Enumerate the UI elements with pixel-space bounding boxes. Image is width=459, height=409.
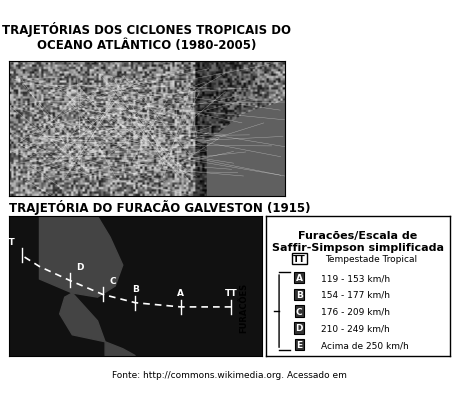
Text: 176 - 209 km/h: 176 - 209 km/h bbox=[321, 307, 390, 316]
Text: TT: TT bbox=[225, 288, 238, 297]
Text: E: E bbox=[296, 340, 302, 349]
Text: 210 - 249 km/h: 210 - 249 km/h bbox=[321, 324, 390, 333]
Text: B: B bbox=[296, 290, 302, 299]
Text: A: A bbox=[177, 288, 185, 297]
Text: TRAJETÓRIA DO FURACÃO GALVESTON (1915): TRAJETÓRIA DO FURACÃO GALVESTON (1915) bbox=[9, 199, 311, 214]
Text: Furacões/Escala de
Saffir-Simpson simplificada: Furacões/Escala de Saffir-Simpson simpli… bbox=[272, 231, 444, 252]
Text: C: C bbox=[109, 276, 116, 285]
Text: TRAJETÓRIAS DOS CICLONES TROPICAIS DO
OCEANO ATLÂNTICO (1980-2005): TRAJETÓRIAS DOS CICLONES TROPICAIS DO OC… bbox=[2, 22, 291, 52]
Polygon shape bbox=[207, 102, 285, 196]
Polygon shape bbox=[60, 293, 105, 342]
Text: Acima de 250 km/h: Acima de 250 km/h bbox=[321, 340, 409, 349]
Text: TT: TT bbox=[293, 254, 306, 263]
Text: D: D bbox=[296, 324, 303, 333]
Text: Fonte: http://commons.wikimedia.org. Acessado em: Fonte: http://commons.wikimedia.org. Ace… bbox=[112, 370, 347, 379]
Text: B: B bbox=[132, 284, 139, 293]
Text: FURACÕES: FURACÕES bbox=[240, 282, 249, 332]
Text: C: C bbox=[296, 307, 302, 316]
Polygon shape bbox=[39, 217, 123, 297]
Text: TT: TT bbox=[3, 237, 16, 246]
Text: 119 - 153 km/h: 119 - 153 km/h bbox=[321, 274, 391, 283]
Polygon shape bbox=[105, 342, 135, 356]
Text: A: A bbox=[296, 274, 303, 283]
Text: D: D bbox=[76, 262, 84, 271]
Text: Tempestade Tropical: Tempestade Tropical bbox=[325, 254, 417, 263]
Text: 154 - 177 km/h: 154 - 177 km/h bbox=[321, 290, 390, 299]
